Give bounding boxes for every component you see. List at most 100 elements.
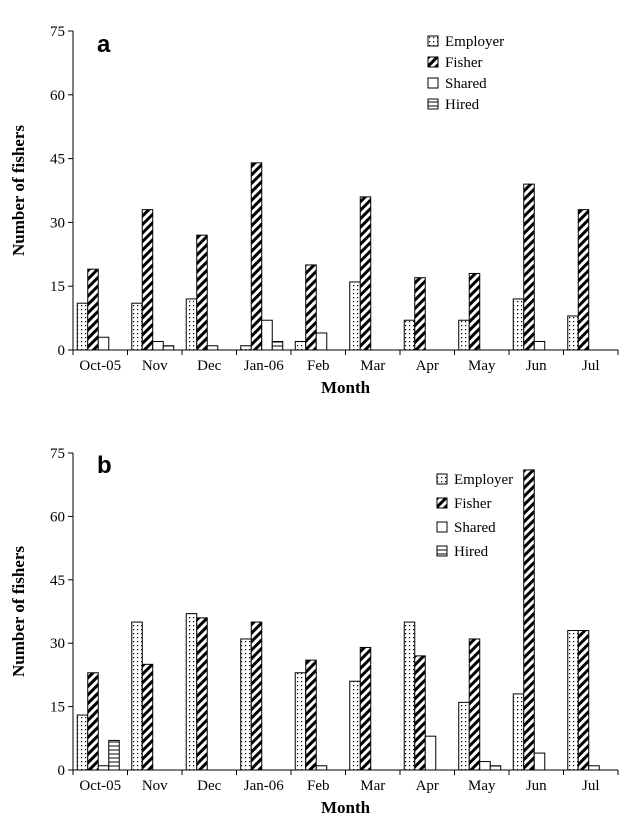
bar-fisher-feb: [305, 659, 317, 771]
bar-employer-may: [458, 319, 470, 351]
y-tick-label: 60: [50, 88, 65, 104]
x-tick-label: Jan-06: [244, 358, 284, 374]
bar-shared-oct-05: [97, 765, 110, 771]
bar-fisher-jul: [577, 630, 590, 771]
x-tick-label: May: [468, 358, 496, 374]
panel-label: b: [97, 452, 112, 479]
bar-employer-mar: [349, 281, 361, 351]
panel-label: a: [97, 31, 111, 58]
bar-hired-oct-05: [108, 739, 120, 771]
x-tick-label: Dec: [197, 778, 221, 794]
bar-fisher-feb: [305, 264, 317, 351]
bar-employer-apr: [403, 319, 416, 351]
bar-fisher-apr: [414, 655, 426, 771]
bar-employer-jan-06: [240, 345, 252, 351]
x-tick-label: Feb: [307, 358, 330, 374]
bar-fisher-may: [468, 272, 481, 351]
y-axis-title: Number of fishers: [9, 125, 28, 256]
x-tick-label: Jun: [526, 358, 547, 374]
bar-fisher-apr: [414, 277, 426, 351]
x-tick-label: Oct-05: [79, 778, 121, 794]
bar-employer-oct-05: [76, 714, 89, 771]
legend-label-hired: Hired: [454, 544, 489, 560]
x-tick-label: Jul: [582, 358, 600, 374]
y-tick-label: 60: [50, 509, 65, 525]
x-tick-label: Oct-05: [79, 358, 121, 374]
legend: Employer Fisher Shared Hired: [436, 472, 513, 560]
x-tick-label: Dec: [197, 358, 221, 374]
bar-fisher-oct-05: [87, 268, 99, 351]
x-axis-title: Month: [321, 798, 371, 817]
legend-label-fisher: Fisher: [445, 55, 483, 71]
bar-shared-nov: [152, 340, 164, 351]
x-tick-label: May: [468, 778, 496, 794]
bar-shared-jul: [588, 765, 600, 771]
bar-shared-jun: [533, 752, 546, 771]
y-tick-label: 75: [50, 24, 65, 40]
y-tick-label: 15: [50, 700, 65, 716]
bar-fisher-jan-06: [250, 162, 263, 351]
bar-shared-may: [479, 761, 491, 771]
legend-label-shared: Shared: [454, 520, 496, 536]
x-tick-label: Nov: [142, 358, 168, 374]
y-tick-label: 0: [58, 343, 66, 359]
bar-fisher-may: [468, 638, 481, 771]
bar-fisher-mar: [359, 646, 372, 771]
x-axis-title: Month: [321, 378, 371, 397]
x-tick-label: Jan-06: [244, 778, 284, 794]
y-tick-label: 15: [50, 279, 65, 295]
bar-employer-jun: [512, 693, 525, 771]
x-tick-label: Nov: [142, 778, 168, 794]
bar-fisher-jan-06: [250, 621, 263, 771]
bar-hired-nov: [162, 345, 175, 351]
bar-employer-jul: [567, 630, 579, 771]
bar-shared-jan-06: [261, 319, 273, 351]
bar-shared-oct-05: [97, 336, 110, 351]
bar-fisher-dec: [196, 617, 208, 771]
bar-fisher-dec: [196, 234, 208, 351]
legend-swatch-fisher: [436, 497, 448, 509]
bar-employer-jun: [512, 298, 525, 351]
legend-label-hired: Hired: [445, 97, 480, 113]
x-tick-label: Apr: [416, 778, 439, 794]
legend-swatch-hired: [427, 98, 439, 110]
legend: Employer Fisher Shared Hired: [427, 34, 504, 113]
bar-fisher-jun: [523, 469, 535, 771]
x-tick-label: Jul: [582, 778, 600, 794]
bar-employer-apr: [403, 621, 416, 771]
bar-employer-nov: [131, 302, 143, 351]
bar-fisher-jun: [523, 183, 535, 351]
legend-swatch-hired: [436, 545, 448, 557]
bar-fisher-nov: [141, 209, 154, 351]
bar-employer-nov: [131, 621, 143, 771]
bar-shared-jun: [533, 340, 546, 351]
bar-shared-feb: [315, 765, 328, 771]
legend-swatch-shared: [427, 77, 439, 89]
bar-shared-feb: [315, 332, 328, 351]
x-tick-label: Apr: [416, 358, 439, 374]
legend-swatch-fisher: [427, 56, 439, 68]
legend-label-employer: Employer: [445, 34, 504, 50]
bar-employer-oct-05: [76, 302, 89, 351]
y-tick-label: 30: [50, 636, 65, 652]
y-tick-label: 75: [50, 446, 65, 462]
bar-fisher-jul: [577, 209, 590, 351]
legend-label-employer: Employer: [454, 472, 513, 488]
x-tick-label: Feb: [307, 778, 330, 794]
bar-employer-may: [458, 701, 470, 771]
legend-label-shared: Shared: [445, 76, 487, 92]
chart-panel-b: b 0 15 30 45 60 75 Oct-05 Nov Dec Jan-06 Feb Mar Apr M…: [9, 446, 619, 817]
y-tick-label: 45: [50, 573, 65, 589]
bar-hired-may: [489, 765, 502, 771]
bar-fisher-nov: [141, 663, 154, 771]
bar-fisher-oct-05: [87, 672, 99, 771]
legend-swatch-employer: [427, 35, 439, 47]
bar-employer-jul: [567, 315, 579, 351]
x-tick-label: Mar: [360, 778, 385, 794]
x-tick-label: Jun: [526, 778, 547, 794]
x-tick-label: Mar: [360, 358, 385, 374]
bar-fisher-mar: [359, 196, 372, 351]
bar-shared-dec: [206, 345, 219, 351]
y-tick-label: 45: [50, 152, 65, 168]
legend-swatch-shared: [436, 521, 448, 533]
